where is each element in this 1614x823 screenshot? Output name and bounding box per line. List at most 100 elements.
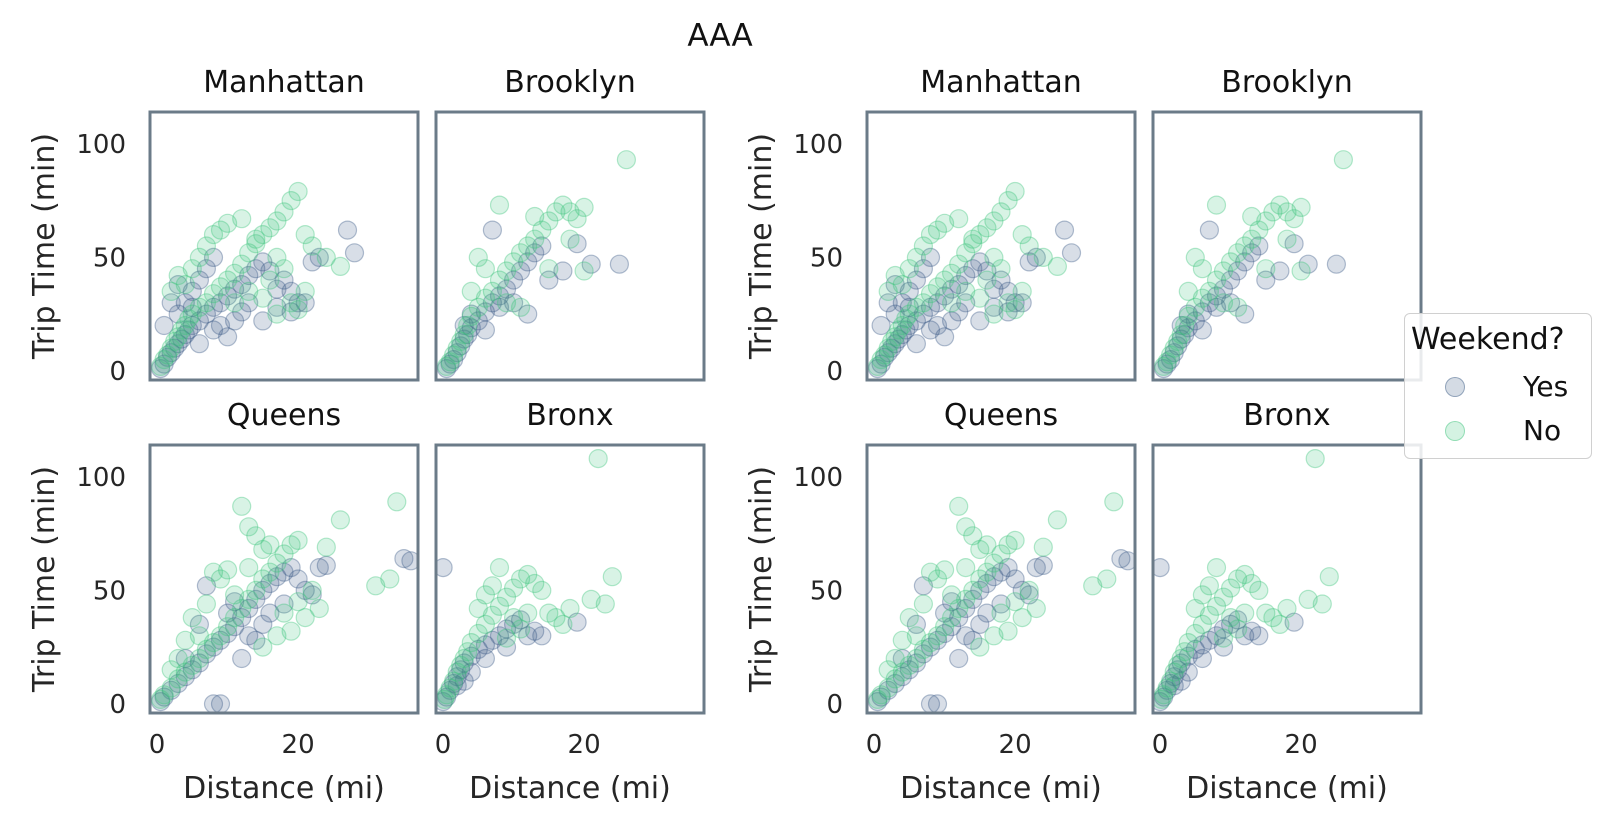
data-point-no bbox=[1284, 209, 1304, 229]
data-point-no bbox=[482, 576, 502, 596]
data-point-no bbox=[1277, 229, 1297, 249]
legend-label-yes: Yes bbox=[1523, 370, 1569, 403]
data-point-yes bbox=[253, 252, 273, 272]
data-point-no bbox=[489, 270, 510, 290]
data-point-yes bbox=[906, 334, 927, 354]
data-point-yes bbox=[196, 644, 216, 664]
data-point-yes bbox=[1249, 626, 1269, 646]
data-point-no bbox=[489, 195, 510, 215]
x-axis-label: Distance (mi) bbox=[1186, 771, 1388, 806]
data-point-no bbox=[539, 211, 559, 231]
data-point-no bbox=[260, 562, 280, 582]
data-point-no bbox=[867, 689, 888, 710]
data-point-yes bbox=[1026, 557, 1046, 578]
data-point-no bbox=[1026, 598, 1046, 619]
data-point-yes bbox=[281, 302, 301, 322]
data-point-no bbox=[475, 614, 495, 635]
data-point-yes bbox=[977, 261, 997, 281]
data-point-no bbox=[525, 229, 545, 249]
data-point-no bbox=[1263, 202, 1283, 222]
data-point-yes bbox=[1199, 293, 1220, 313]
data-point-no bbox=[203, 632, 224, 653]
data-point-yes bbox=[899, 297, 919, 317]
data-point-yes bbox=[436, 558, 453, 578]
data-point-no bbox=[189, 247, 209, 267]
data-point-yes bbox=[1284, 612, 1304, 632]
data-point-yes bbox=[1178, 646, 1198, 666]
data-point-no bbox=[1220, 252, 1241, 272]
data-point-yes bbox=[179, 320, 199, 340]
data-point-yes bbox=[984, 279, 1004, 299]
data-point-no bbox=[998, 293, 1018, 313]
data-point-no bbox=[1199, 576, 1220, 596]
panel-title: Manhattan bbox=[203, 65, 365, 100]
data-point-no bbox=[196, 236, 216, 256]
data-point-yes bbox=[896, 320, 916, 340]
data-point-no bbox=[1185, 598, 1205, 619]
data-point-yes bbox=[210, 630, 231, 650]
data-point-yes bbox=[906, 614, 927, 635]
y-tick-label: 100 bbox=[793, 130, 843, 160]
data-point-yes bbox=[1256, 270, 1276, 290]
data-point-yes bbox=[889, 329, 909, 349]
data-point-no bbox=[302, 236, 322, 256]
data-point-yes bbox=[210, 694, 231, 713]
data-point-no bbox=[1263, 607, 1283, 628]
data-point-no bbox=[175, 630, 195, 650]
data-point-yes bbox=[906, 653, 927, 673]
data-point-yes bbox=[246, 589, 266, 610]
data-point-yes bbox=[182, 660, 202, 680]
data-point-no bbox=[560, 202, 580, 222]
data-point-yes bbox=[1019, 252, 1039, 272]
data-point-no bbox=[253, 539, 273, 560]
data-point-no bbox=[168, 327, 188, 347]
data-point-no bbox=[288, 592, 308, 612]
data-point-no bbox=[970, 539, 990, 560]
data-point-yes bbox=[878, 343, 898, 363]
data-point-yes bbox=[1164, 343, 1184, 363]
data-point-no bbox=[295, 607, 315, 628]
data-point-no bbox=[260, 218, 280, 238]
data-point-yes bbox=[175, 648, 195, 669]
data-point-no bbox=[1185, 247, 1205, 267]
data-point-no bbox=[253, 637, 273, 657]
data-point-yes bbox=[1160, 673, 1181, 694]
data-point-no bbox=[482, 605, 502, 625]
data-point-yes bbox=[461, 304, 481, 324]
data-point-no bbox=[920, 225, 941, 245]
data-point-no bbox=[267, 304, 287, 324]
data-point-yes bbox=[203, 247, 224, 267]
data-point-yes bbox=[437, 359, 457, 379]
data-point-yes bbox=[956, 293, 976, 313]
data-point-no bbox=[189, 648, 209, 669]
points-layer bbox=[151, 492, 418, 713]
data-point-yes bbox=[878, 680, 898, 700]
data-point-no bbox=[189, 626, 209, 646]
data-point-no bbox=[246, 234, 266, 254]
data-point-no bbox=[1104, 492, 1124, 512]
data-point-yes bbox=[1168, 336, 1188, 356]
data-point-yes bbox=[302, 585, 322, 605]
data-point-no bbox=[1213, 587, 1234, 607]
data-point-no bbox=[179, 309, 199, 329]
points-layer bbox=[437, 150, 637, 379]
data-point-yes bbox=[1153, 692, 1170, 712]
data-point-yes bbox=[1185, 639, 1205, 660]
panel-frame bbox=[434, 443, 706, 715]
data-point-yes bbox=[920, 247, 941, 267]
data-point-yes bbox=[963, 589, 983, 610]
data-point-yes bbox=[316, 555, 336, 576]
data-point-no bbox=[518, 564, 538, 585]
data-point-no bbox=[1213, 261, 1234, 281]
data-point-yes bbox=[998, 281, 1018, 301]
data-point-yes bbox=[447, 343, 467, 363]
data-point-no bbox=[878, 678, 898, 698]
data-point-no bbox=[1019, 236, 1039, 256]
data-point-yes bbox=[1175, 325, 1195, 345]
data-point-no bbox=[316, 537, 336, 557]
data-point-no bbox=[878, 281, 898, 301]
data-point-no bbox=[1277, 598, 1297, 619]
data-point-yes bbox=[581, 254, 601, 274]
data-point-no bbox=[977, 218, 997, 238]
